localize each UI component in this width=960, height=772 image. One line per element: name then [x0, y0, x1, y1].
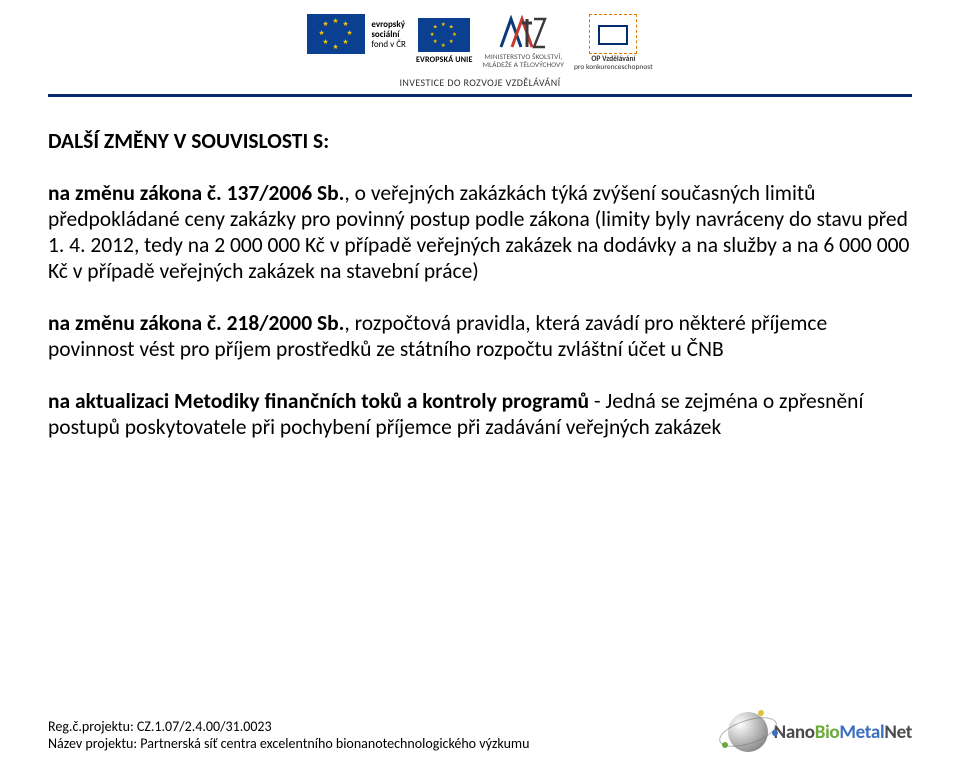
p2-bold: na změnu zákona č. 218/2000 Sb. — [48, 310, 344, 336]
paragraph-2: na změnu zákona č. 218/2000 Sb., rozpočt… — [48, 310, 912, 362]
esf-flag-icon: ★★ ★★ ★★ ★★ — [307, 14, 365, 54]
footer: Reg.č.projektu: CZ.1.07/2.4.00/31.0023 N… — [48, 712, 912, 752]
header-subline: INVESTICE DO ROZVOJE VZDĚLÁVÁNÍ — [400, 76, 561, 89]
nanobiometalnet-logo: NanoBioMetalNet — [728, 712, 912, 752]
header-logo-strip: ★★ ★★ ★★ ★★ evropský sociální fond v ČR — [0, 14, 960, 89]
opvk-caption-l2: pro konkurenceschopnost — [574, 64, 653, 72]
footer-text: Reg.č.projektu: CZ.1.07/2.4.00/31.0023 N… — [48, 718, 529, 752]
esf-caption-l3: fond v ČR — [371, 40, 406, 50]
opvk-icon — [589, 14, 637, 54]
logo-row: ★★ ★★ ★★ ★★ evropský sociální fond v ČR — [307, 14, 652, 72]
section-heading: DALŠÍ ZMĚNY V SOUVISLOSTI S: — [48, 128, 912, 154]
esf-caption: evropský sociální fond v ČR — [371, 14, 406, 50]
msmt-logo: MINISTERSTVO ŠKOLSTVÍ, MLÁDEŽE A TĚLOVÝC… — [483, 14, 564, 70]
esf-logo: ★★ ★★ ★★ ★★ evropský sociální fond v ČR — [307, 14, 406, 54]
header-rule — [48, 94, 912, 97]
opvk-caption: OP Vzdělávání pro konkurenceschopnost — [574, 54, 653, 72]
eu-logo: ★★ ★★ ★★ ★★ EVROPSKÁ UNIE — [416, 14, 473, 65]
header-inner: ★★ ★★ ★★ ★★ evropský sociální fond v ČR — [307, 14, 652, 89]
word-bio: Bio — [815, 721, 840, 744]
eu-stars-icon: ★★ ★★ ★★ ★★ — [318, 16, 354, 52]
body-text: DALŠÍ ZMĚNY V SOUVISLOSTI S: na změnu zá… — [48, 128, 912, 466]
eu-stars-icon: ★★ ★★ ★★ ★★ — [430, 21, 459, 50]
page: ★★ ★★ ★★ ★★ evropský sociální fond v ČR — [0, 0, 960, 772]
word-net: Net — [884, 721, 912, 744]
p1-bold: na změnu zákona č. 137/2006 Sb. — [48, 180, 344, 206]
word-nano: Nano — [774, 721, 815, 744]
nbmn-wordmark: NanoBioMetalNet — [774, 721, 912, 744]
msmt-caption-l2: MLÁDEŽE A TĚLOVÝCHOVY — [483, 62, 564, 70]
msmt-caption: MINISTERSTVO ŠKOLSTVÍ, MLÁDEŽE A TĚLOVÝC… — [483, 52, 564, 70]
word-metal: Metal — [839, 721, 884, 744]
paragraph-3: na aktualizaci Metodiky finančních toků … — [48, 388, 912, 440]
opvk-logo: OP Vzdělávání pro konkurenceschopnost — [574, 14, 653, 72]
footer-reg: Reg.č.projektu: CZ.1.07/2.4.00/31.0023 — [48, 718, 529, 735]
eu-caption: EVROPSKÁ UNIE — [416, 52, 473, 65]
paragraph-1: na změnu zákona č. 137/2006 Sb., o veřej… — [48, 180, 912, 284]
sphere-icon — [728, 712, 768, 752]
eu-flag-icon: ★★ ★★ ★★ ★★ — [418, 18, 470, 52]
msmt-icon — [498, 14, 548, 52]
p3-bold: na aktualizaci Metodiky finančních toků … — [48, 388, 589, 414]
footer-name: Název projektu: Partnerská síť centra ex… — [48, 735, 529, 752]
